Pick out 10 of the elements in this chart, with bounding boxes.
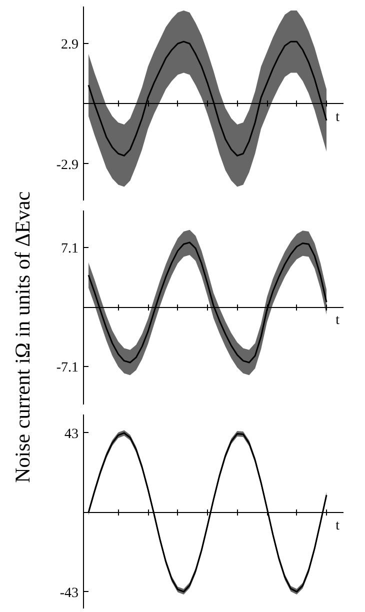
y-tick-label: 7.1 (61, 241, 78, 256)
x-axis-title: t (336, 518, 340, 534)
x-axis-title: t (336, 313, 340, 328)
y-tick-label: 43 (64, 426, 78, 442)
y-tick-label: -7.1 (56, 360, 79, 376)
y-tick-label: -43 (60, 586, 79, 601)
x-axis-title: t (336, 110, 340, 125)
y-axis-title: Noise current iΩ in units of ΔEvac (10, 191, 34, 483)
y-tick-label: 2.9 (61, 38, 78, 53)
y-tick-label: -2.9 (56, 158, 79, 173)
